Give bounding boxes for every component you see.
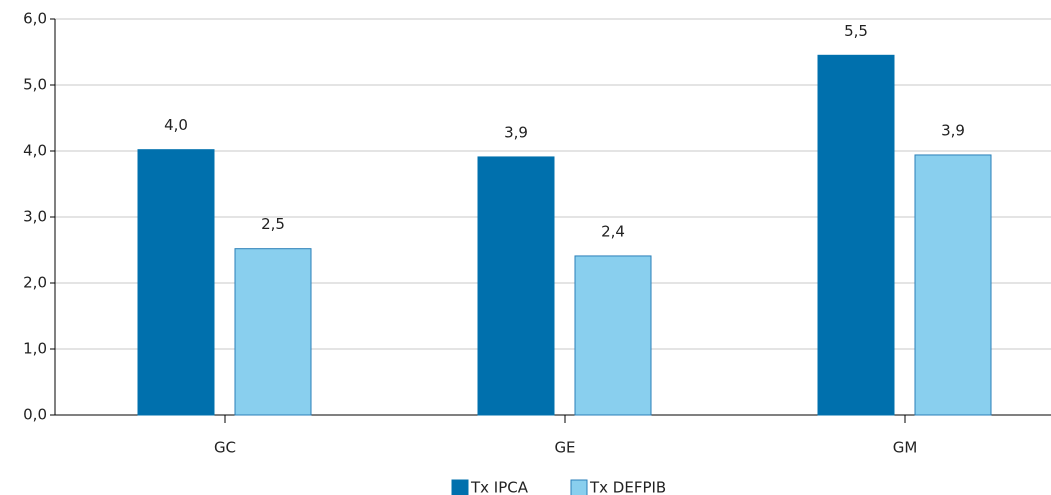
- y-tick-label: 6,0: [23, 10, 47, 28]
- x-tick-label: GE: [554, 439, 575, 457]
- bar: [574, 255, 652, 416]
- bar: [817, 54, 895, 416]
- y-tick-label: 4,0: [23, 142, 47, 160]
- bar: [234, 248, 312, 416]
- value-label: 5,5: [844, 22, 868, 40]
- x-tick-label: GM: [893, 439, 918, 457]
- value-label: 2,4: [601, 222, 625, 240]
- x-tick-label: GC: [214, 439, 236, 457]
- legend-swatch: [570, 479, 588, 495]
- bar: [914, 154, 992, 416]
- legend-label: Tx IPCA: [470, 479, 529, 495]
- legend-label: Tx DEFPIB: [589, 479, 666, 495]
- bar: [477, 156, 555, 416]
- legend-swatch: [451, 479, 469, 495]
- y-tick-label: 1,0: [23, 340, 47, 358]
- y-tick-label: 3,0: [23, 208, 47, 226]
- bar: [137, 149, 215, 416]
- y-tick-label: 5,0: [23, 76, 47, 94]
- y-tick-label: 2,0: [23, 274, 47, 292]
- value-label: 4,0: [164, 116, 188, 134]
- y-tick-label: 0,0: [23, 406, 47, 424]
- value-label: 3,9: [941, 121, 965, 139]
- value-label: 2,5: [261, 215, 285, 233]
- value-label: 3,9: [504, 123, 528, 141]
